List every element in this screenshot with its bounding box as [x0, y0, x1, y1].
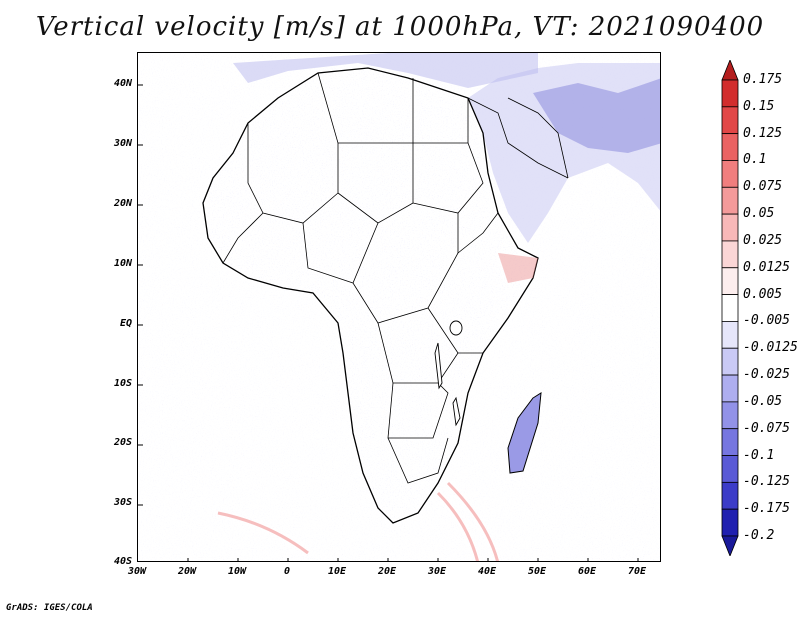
- colorbar-segment: [721, 160, 739, 188]
- colorbar-label: -0.0125: [743, 340, 798, 356]
- map-svg: [138, 53, 660, 561]
- colorbar-label: -0.125: [743, 474, 790, 490]
- lat-label-40n: 40N: [113, 78, 132, 89]
- colorbar-segment: [721, 106, 739, 135]
- lat-label-20s: 20S: [113, 437, 132, 448]
- map-title: Vertical velocity [m/s] at 1000hPa, VT: …: [35, 12, 765, 42]
- lon-label-20w: 20W: [177, 566, 197, 577]
- lat-label-20n: 20N: [113, 198, 132, 209]
- lat-label-eq: EQ: [119, 318, 132, 329]
- colorbar-label: 0.1: [743, 152, 767, 168]
- colorbar-segment: [721, 79, 739, 108]
- lon-label-10e: 10E: [327, 566, 347, 577]
- colorbar-bottom-arrow: [721, 535, 739, 556]
- lon-label-70e: 70E: [627, 566, 647, 577]
- colorbar-label: 0.15: [743, 98, 775, 114]
- lat-label-10s: 10S: [113, 378, 132, 389]
- colorbar-segment: [721, 213, 739, 242]
- colorbar-label: -0.2: [743, 528, 775, 543]
- colorbar-segment: [721, 481, 739, 510]
- lon-label-10w: 10W: [227, 566, 247, 577]
- colorbar-segment: [721, 186, 739, 215]
- colorbar-segment: [721, 401, 739, 430]
- agulhas-streaks: [217, 481, 499, 561]
- lon-label-40e: 40E: [477, 566, 497, 577]
- great-lakes: [434, 320, 463, 427]
- colorbar-label: -0.025: [743, 367, 790, 383]
- colorbar: [721, 60, 739, 556]
- colorbar-label: 0.125: [743, 125, 783, 141]
- colorbar-label: -0.175: [743, 501, 790, 517]
- lat-label-30s: 30S: [113, 497, 132, 508]
- colorbar-label: 0.175: [743, 72, 783, 87]
- lon-label-0: 0: [283, 566, 291, 577]
- iran-highlands: [533, 78, 660, 153]
- tick-marks: [138, 84, 639, 561]
- colorbar-label: -0.005: [743, 313, 790, 329]
- colorbar-label: 0.0125: [743, 259, 790, 275]
- colorbar-segment: [721, 347, 739, 376]
- colorbar-segment: [721, 428, 739, 456]
- middle-east-landmass: [468, 63, 660, 243]
- colorbar-segment: [721, 374, 739, 403]
- colorbar-label: 0.075: [743, 179, 783, 195]
- colorbar-label: 0.005: [743, 286, 783, 302]
- somali-upwelling: [498, 253, 538, 283]
- europe-landmass: [233, 53, 538, 88]
- lon-label-30w: 30W: [127, 566, 147, 577]
- colorbar-label: 0.025: [743, 232, 783, 248]
- grads-credit: GrADS: IGES/COLA: [6, 603, 93, 613]
- lat-label-30n: 30N: [113, 138, 132, 149]
- colorbar-label: -0.075: [743, 420, 790, 436]
- colorbar-label: -0.1: [743, 447, 775, 463]
- colorbar-top-arrow: [721, 60, 739, 81]
- colorbar-segment: [721, 294, 739, 322]
- madagascar: [507, 392, 542, 474]
- lon-label-20e: 20E: [377, 566, 397, 577]
- lat-label-10n: 10N: [113, 258, 132, 269]
- lat-label-40s: 40S: [113, 556, 132, 567]
- colorbar-segment: [721, 240, 739, 269]
- colorbar-label: 0.05: [743, 206, 775, 222]
- lon-label-50e: 50E: [527, 566, 547, 577]
- colorbar-segment: [721, 267, 739, 295]
- colorbar-segment: [721, 508, 739, 537]
- map-plot-area: [137, 52, 661, 562]
- lon-label-30e: 30E: [427, 566, 447, 577]
- africa-coastline: [202, 67, 539, 524]
- colorbar-segment: [721, 133, 739, 161]
- colorbar-segment: [721, 455, 739, 483]
- colorbar-label: -0.05: [743, 393, 783, 409]
- country-borders: [222, 72, 569, 484]
- lon-label-60e: 60E: [577, 566, 597, 577]
- colorbar-segment: [721, 321, 739, 349]
